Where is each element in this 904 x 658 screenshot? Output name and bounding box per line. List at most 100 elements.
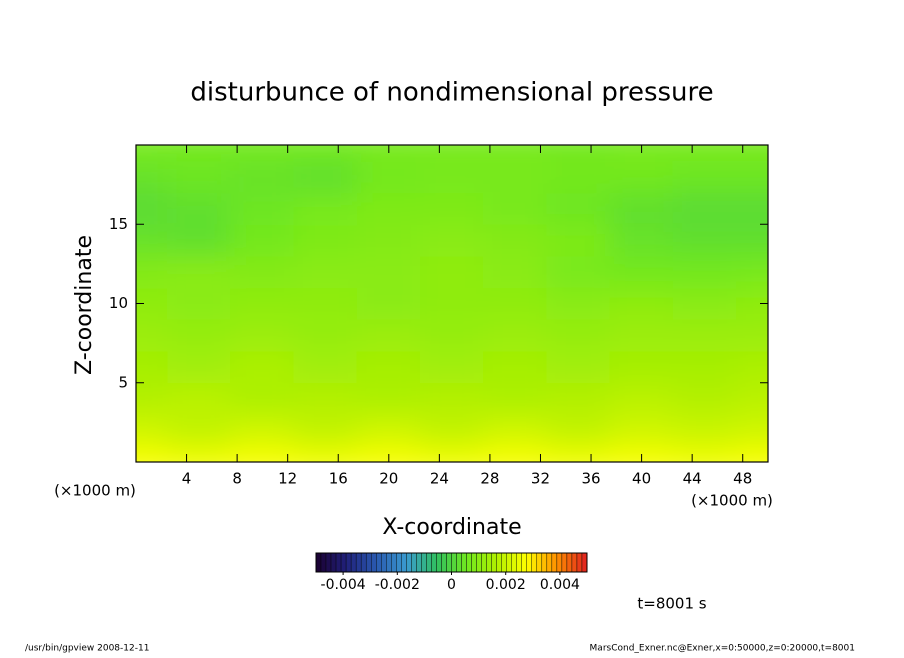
field-cell xyxy=(672,318,737,352)
colorbar-cell xyxy=(556,552,563,573)
field-cell xyxy=(672,145,737,162)
colorbar-cell xyxy=(446,552,452,573)
field-cell xyxy=(609,223,674,257)
colorbar-tick-label: -0.004 xyxy=(321,577,366,593)
field-cell xyxy=(167,145,232,162)
field-cell xyxy=(356,255,421,289)
field-cell xyxy=(356,445,421,462)
colorbar-cell xyxy=(315,552,322,573)
field-cell xyxy=(419,287,485,320)
colorbar-cell xyxy=(531,552,538,573)
field-cell xyxy=(672,445,737,462)
field-cell xyxy=(735,192,768,225)
field-cell xyxy=(609,255,674,289)
field-cell xyxy=(136,223,169,257)
field-cell xyxy=(735,445,768,462)
field-cell xyxy=(167,160,232,194)
colorbar-cell xyxy=(451,552,457,573)
field-cell xyxy=(356,382,421,415)
field-cell xyxy=(483,255,548,289)
x-tick-label: 28 xyxy=(480,470,499,488)
field-cell xyxy=(546,318,611,352)
colorbar-cell xyxy=(551,552,558,573)
colorbar-cell xyxy=(506,552,512,573)
field-cell xyxy=(136,145,169,162)
x-tick-label: 36 xyxy=(581,470,600,488)
field-cell xyxy=(167,287,232,320)
field-cell xyxy=(735,413,768,447)
field-cell xyxy=(419,192,485,225)
colorbar-cell xyxy=(466,552,472,573)
field-cell xyxy=(419,318,485,352)
colorbar-cell xyxy=(576,552,583,573)
field-cell xyxy=(546,145,611,162)
footer-left: /usr/bin/gpview 2008-12-11 xyxy=(25,644,149,654)
field-cell xyxy=(609,287,674,320)
field-cell xyxy=(419,160,485,194)
colorbar-cell xyxy=(386,552,392,573)
field-cell xyxy=(419,413,485,447)
field-cell xyxy=(609,145,674,162)
field-cell xyxy=(546,413,611,447)
field-cell xyxy=(419,255,485,289)
colorbar-cell xyxy=(526,552,532,573)
field-cell xyxy=(230,223,295,257)
field-cell xyxy=(735,318,768,352)
field-cell xyxy=(356,160,421,194)
colorbar-cell xyxy=(496,552,502,573)
colorbar-tick-label: 0.004 xyxy=(540,577,580,593)
time-label: t=8001 s xyxy=(637,595,706,613)
field-cell xyxy=(672,382,737,415)
field-cell xyxy=(546,445,611,462)
colorbar-tick-label: 0 xyxy=(447,577,456,593)
field-cell xyxy=(167,318,232,352)
field-cell xyxy=(230,160,295,194)
field-cell xyxy=(293,318,358,352)
field-cell xyxy=(136,318,169,352)
field-cell xyxy=(609,445,674,462)
y-axis-label: Z-coordinate xyxy=(72,235,97,375)
colorbar-cell xyxy=(320,552,327,573)
colorbar-cell xyxy=(426,552,432,573)
field-cell xyxy=(483,223,548,257)
x-tick-label: 48 xyxy=(733,470,752,488)
field-cell xyxy=(672,255,737,289)
colorbar-cell xyxy=(486,552,492,573)
field-cell xyxy=(546,192,611,225)
field-cell xyxy=(230,318,295,352)
field-cell xyxy=(483,192,548,225)
field-cell xyxy=(609,413,674,447)
colorbar-cell xyxy=(471,552,477,573)
field-cell xyxy=(136,382,169,415)
field-cell xyxy=(483,413,548,447)
colorbar-cell xyxy=(365,552,372,573)
field-cell xyxy=(230,350,295,384)
field-cell xyxy=(356,145,421,162)
field-cell xyxy=(293,255,358,289)
x-tick-label: 32 xyxy=(531,470,550,488)
field-cell xyxy=(167,192,232,225)
field-cell xyxy=(419,223,485,257)
colorbar-cell xyxy=(511,552,517,573)
field-cell xyxy=(230,192,295,225)
field-cell xyxy=(356,287,421,320)
colorbar-tick-label: 0.002 xyxy=(486,577,526,593)
field-cell xyxy=(293,192,358,225)
colorbar-cell xyxy=(340,552,347,573)
colorbar-cell xyxy=(371,552,377,573)
colorbar: -0.004 -0.002 0 0.002 0.004 xyxy=(315,552,588,593)
field-cell xyxy=(483,445,548,462)
field-cell xyxy=(136,192,169,225)
colorbar-cell xyxy=(345,552,352,573)
field-cell xyxy=(609,318,674,352)
field-cell xyxy=(672,413,737,447)
colorbar-cell xyxy=(401,552,407,573)
field-cell xyxy=(672,350,737,384)
field-cell xyxy=(672,192,737,225)
field-cell xyxy=(230,445,295,462)
colorbar-cell xyxy=(566,552,573,573)
field-cell xyxy=(356,223,421,257)
field-cell xyxy=(735,145,768,162)
y-tick-label: 10 xyxy=(109,294,128,312)
